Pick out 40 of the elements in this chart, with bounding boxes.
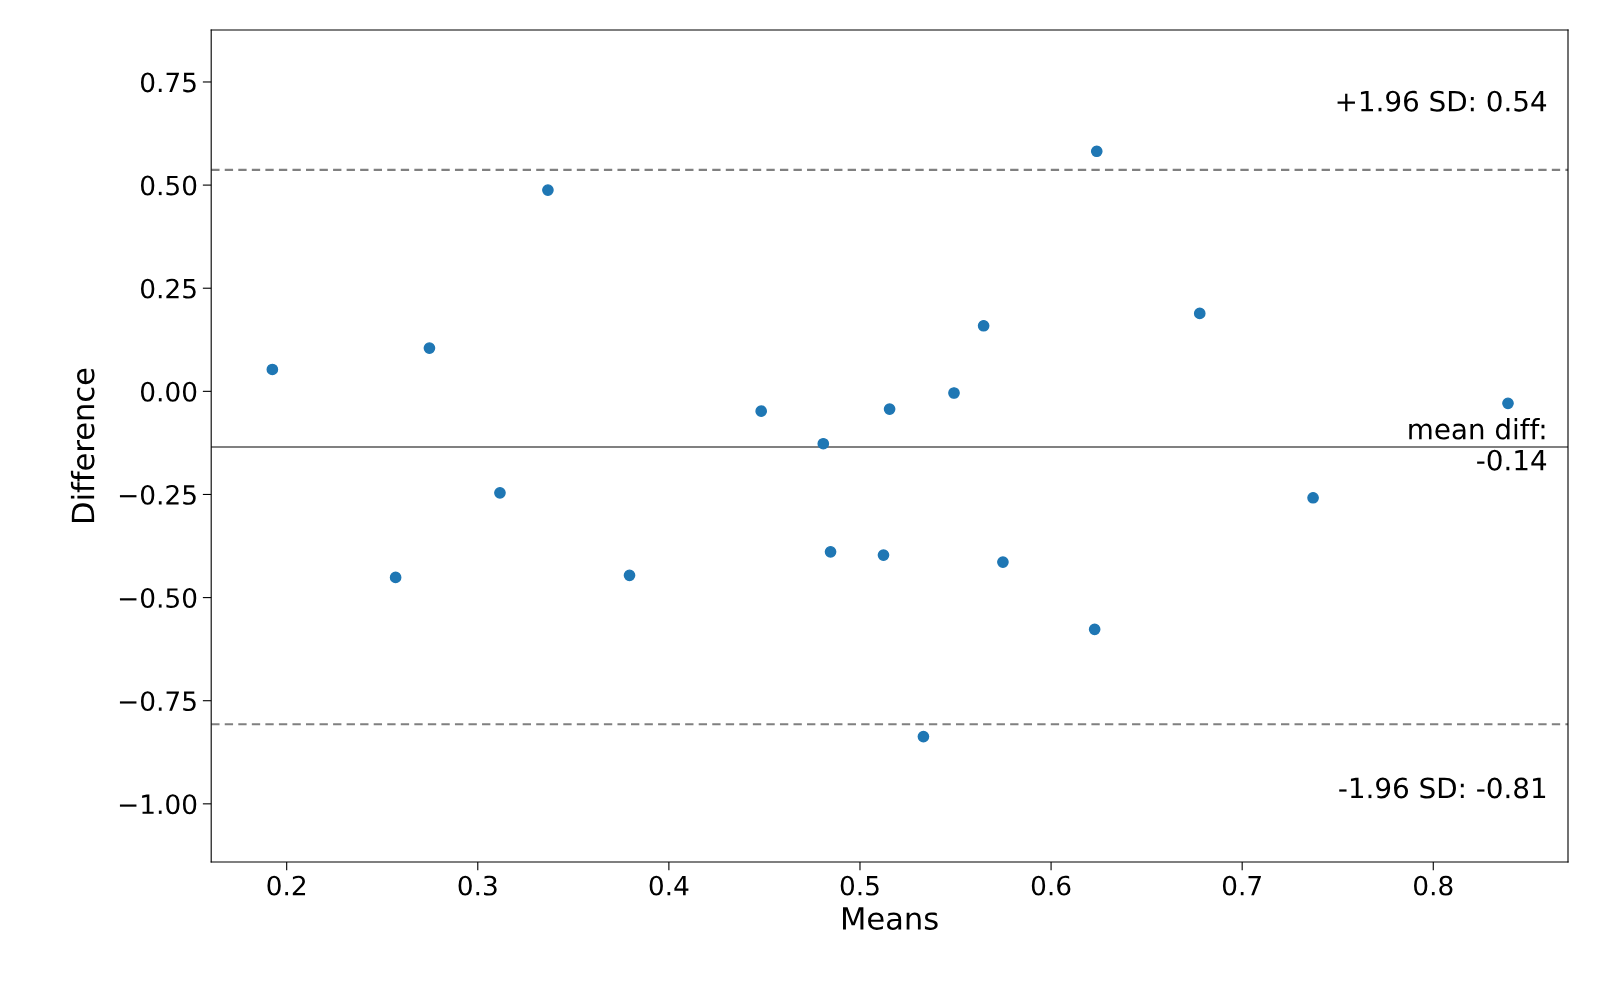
x-tick-label: 0.7	[1222, 875, 1261, 896]
point	[389, 571, 402, 584]
y-tick-label: 0.25	[140, 278, 196, 299]
point	[1307, 491, 1319, 504]
point	[494, 486, 506, 499]
point	[948, 387, 960, 399]
y-tick-label: 0.50	[140, 175, 197, 196]
x-tick-label: 0.4	[649, 875, 689, 896]
point	[1502, 397, 1514, 410]
point	[877, 549, 890, 561]
x-tick-label: 0.5	[840, 875, 879, 896]
y-tick-label: −0.50	[119, 588, 197, 608]
point	[883, 403, 896, 415]
y-tick-label: 0.75	[140, 72, 196, 93]
x-tick-label: 0.8	[1414, 875, 1453, 896]
point	[1193, 307, 1206, 320]
point	[623, 569, 636, 582]
point	[1088, 623, 1101, 636]
x-tick-label: 0.2	[267, 875, 306, 896]
point	[266, 363, 279, 376]
point	[977, 319, 990, 332]
point	[817, 437, 830, 450]
point	[542, 184, 554, 196]
point	[755, 405, 768, 417]
ref-line-label: mean diff: -0.14	[1409, 418, 1547, 471]
y-tick-label: 0.00	[140, 381, 197, 402]
point	[824, 545, 837, 558]
x-tick-label: 0.6	[1031, 875, 1071, 896]
point	[917, 730, 930, 743]
y-axis-title: Difference	[70, 368, 95, 522]
y-tick-label: −1.00	[119, 794, 197, 815]
ref-line-label: -1.96 SD: -0.81	[1339, 777, 1546, 799]
point	[997, 556, 1009, 568]
y-tick-label: −0.75	[119, 691, 196, 712]
point	[423, 342, 436, 354]
x-axis-title: Means	[843, 907, 938, 930]
x-tick-label: 0.3	[458, 875, 497, 896]
y-tick-label: −0.25	[119, 484, 196, 505]
ref-line-label: +1.96 SD: 0.54	[1337, 90, 1547, 112]
point	[1090, 145, 1103, 158]
